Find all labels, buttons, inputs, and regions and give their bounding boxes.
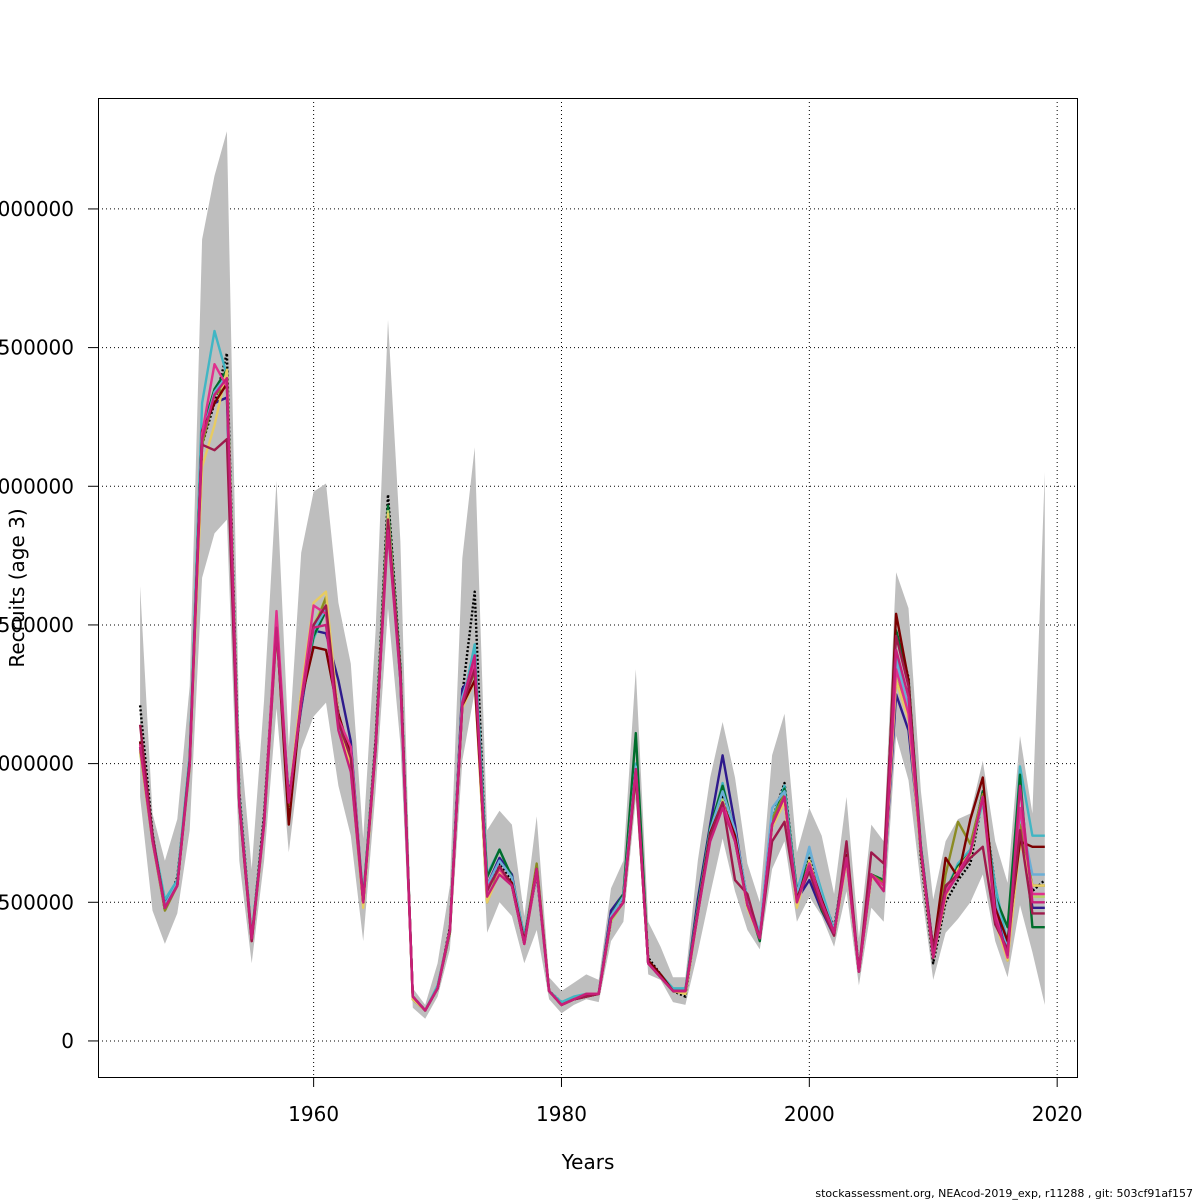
y-tick-label: 1000000 — [0, 752, 74, 776]
y-tick-label: 1500000 — [0, 613, 74, 637]
y-tick-label: 2000000 — [0, 474, 74, 498]
series-lines-layer — [138, 329, 1046, 1012]
footer-note: stockassessment.org, NEAcod-2019_exp, r1… — [815, 1187, 1193, 1200]
y-tick-label: 2500000 — [0, 336, 74, 360]
y-tick-label: 3000000 — [0, 197, 74, 221]
x-axis-title: Years — [561, 1150, 615, 1174]
x-tick-label: 2000 — [784, 1102, 835, 1126]
x-tick-label: 2020 — [1032, 1102, 1083, 1126]
plot-frame — [98, 98, 1078, 1078]
y-axis-title: Recruits (age 3) — [5, 508, 29, 667]
confidence-band — [140, 131, 1045, 1019]
y-tick-label: 0 — [61, 1029, 74, 1053]
x-axis-ticks: 1960 1980 2000 2020 — [288, 1077, 1083, 1126]
x-tick-label: 1960 — [288, 1102, 339, 1126]
y-tick-label: 500000 — [0, 890, 74, 914]
x-tick-label: 1980 — [536, 1102, 587, 1126]
series-line-12 — [138, 376, 1045, 1012]
y-axis-ticks: 0 500000 1000000 1500000 2000000 2500000 30000… — [0, 197, 98, 1053]
confidence-band-layer — [140, 131, 1045, 1019]
